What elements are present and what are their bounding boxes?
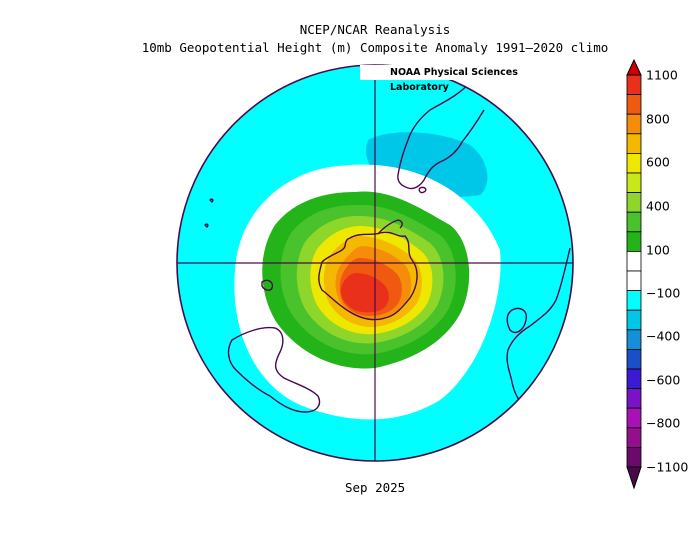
colorbar-label: −1100 [646, 460, 688, 475]
colorbar-label: −600 [646, 373, 680, 388]
falkland-islands [418, 186, 427, 194]
colorbar-swatch [626, 172, 642, 194]
credit-label: NOAA Physical Sciences Laboratory [360, 65, 578, 93]
antarctica-coast [318, 231, 418, 321]
colorbar-label: −800 [646, 416, 680, 431]
colorbar-swatch [626, 152, 642, 174]
colorbar-swatch [626, 133, 642, 154]
colorbar-swatch [626, 74, 642, 96]
colorbar-swatch [626, 113, 642, 135]
colorbar-label: 400 [646, 199, 670, 214]
new-zealand-coast [261, 279, 274, 291]
colorbar-swatch [626, 407, 642, 429]
colorbar-swatch [626, 231, 642, 252]
field-pos-800 [340, 273, 389, 313]
colorbar-swatch [626, 446, 642, 468]
colorbar-swatch [626, 250, 642, 272]
chart-title: NCEP/NCAR Reanalysis [299, 22, 451, 37]
chart-subtitle: 10mb Geopotential Height (m) Composite A… [141, 40, 609, 55]
colorbar-label: 100 [646, 243, 670, 258]
colorbar-swatch [626, 211, 642, 233]
colorbar-top-arrow [626, 58, 642, 76]
south-america-coast [397, 81, 485, 190]
antarctic-peninsula-coast [377, 219, 403, 235]
colorbar-swatch [626, 348, 642, 370]
colorbar-label: 1100 [646, 68, 678, 83]
colorbar-swatch [626, 329, 642, 350]
colorbar-bottom-arrow [626, 466, 642, 490]
colorbar-swatch [626, 192, 642, 213]
island-group [204, 198, 214, 228]
africa-coast [506, 247, 571, 407]
colorbar-label: 800 [646, 112, 670, 127]
colorbar-label: −100 [646, 286, 680, 301]
colorbar-swatch [626, 270, 642, 292]
colorbar-swatch [626, 309, 642, 331]
colorbar-swatch [626, 290, 642, 311]
colorbar-label: 600 [646, 155, 670, 170]
madagascar-coast [506, 307, 527, 334]
colorbar-swatch [626, 427, 642, 448]
colorbar-swatch [626, 94, 642, 115]
date-label: Sep 2025 [345, 480, 406, 495]
australia-coast [227, 326, 321, 413]
colorbar-swatch [626, 368, 642, 390]
colorbar-swatch [626, 388, 642, 409]
colorbar-label: −400 [646, 329, 680, 344]
